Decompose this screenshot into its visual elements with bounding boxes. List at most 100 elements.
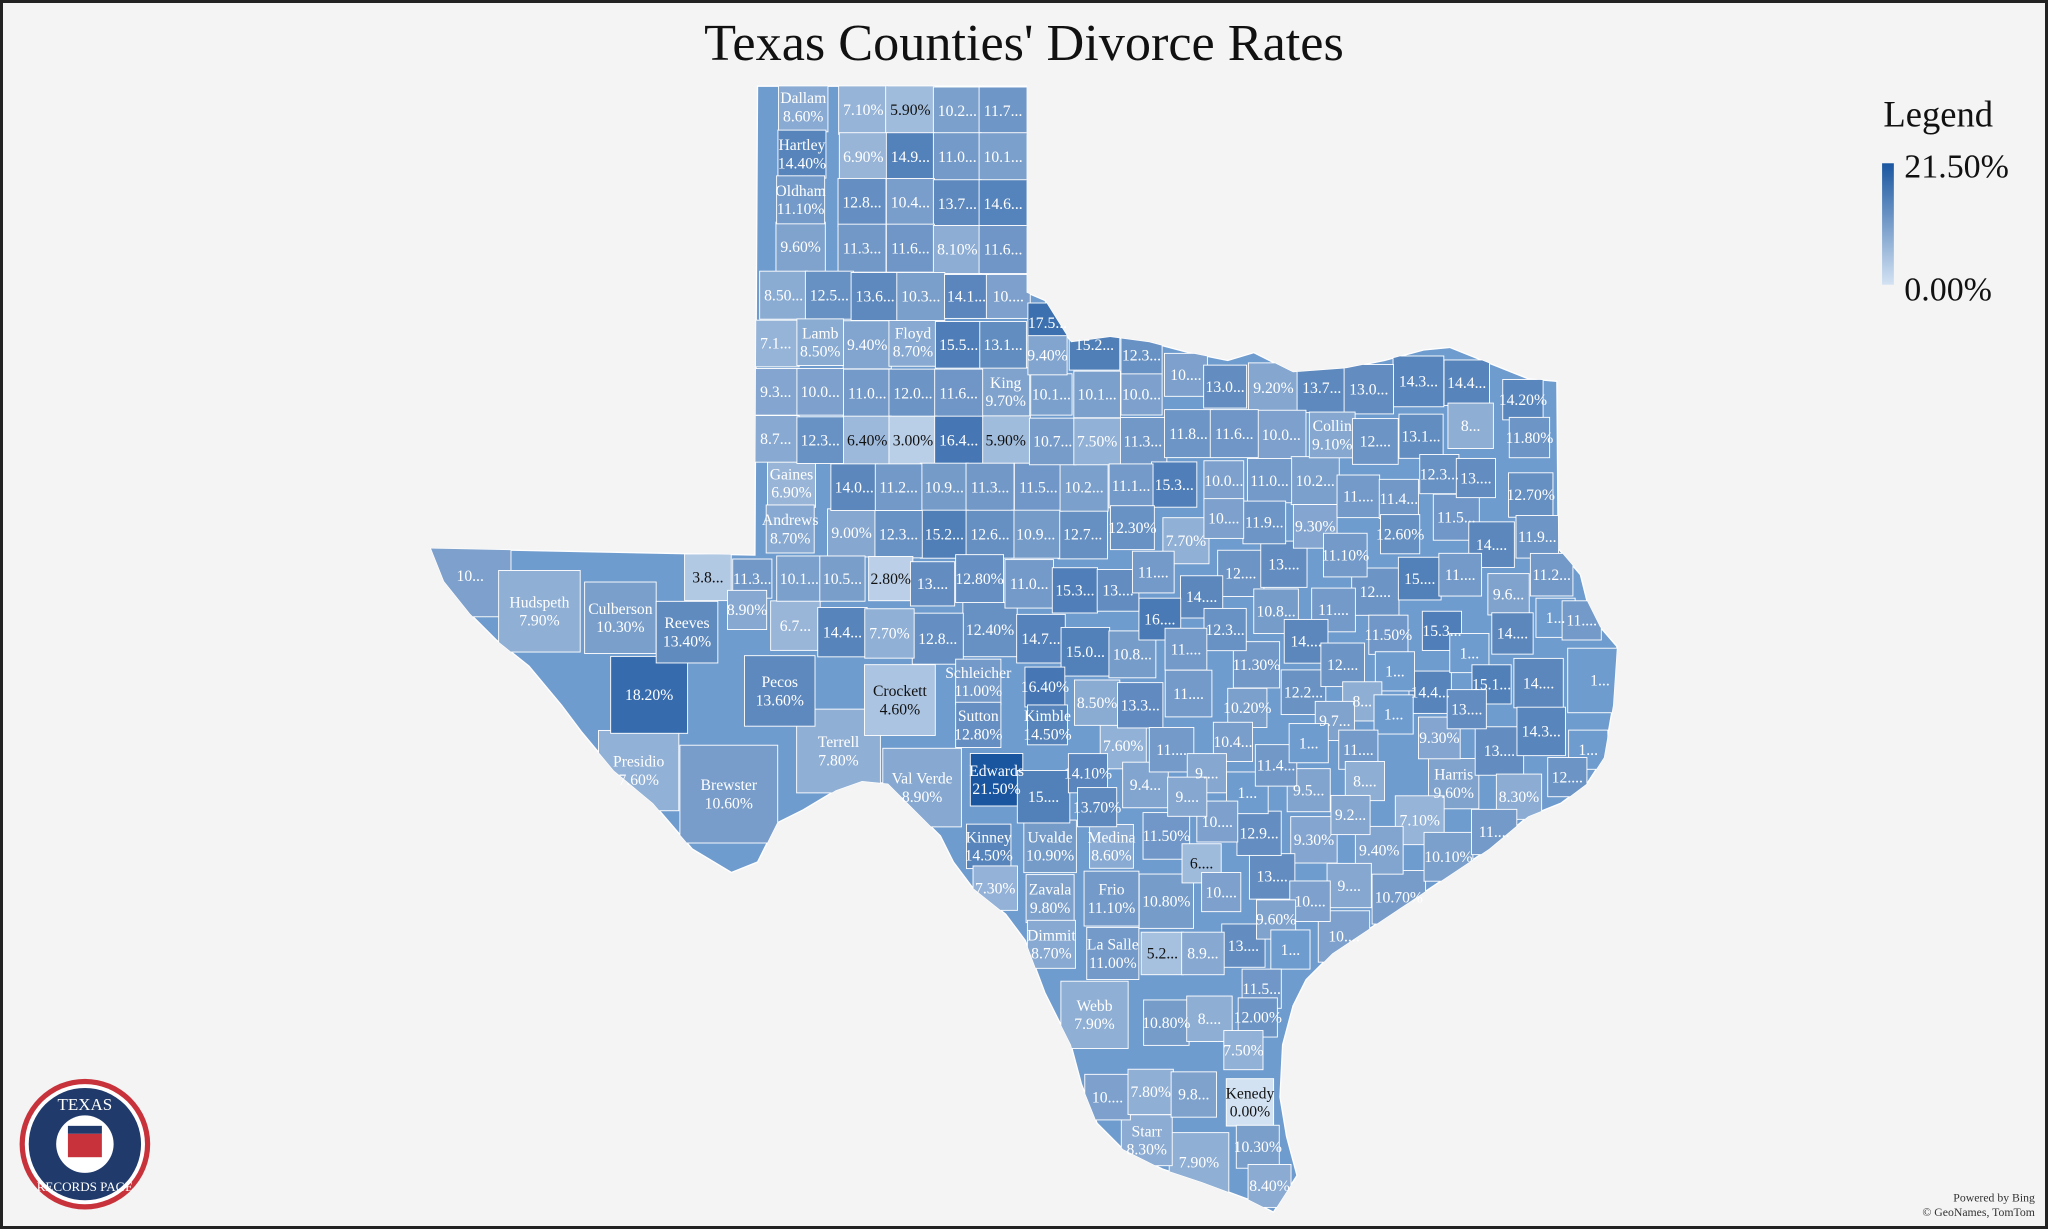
county-value: 10.1... xyxy=(1078,387,1117,404)
county xyxy=(1326,862,1372,909)
county-value: 11.10% xyxy=(1321,547,1369,564)
logo-shield xyxy=(67,1125,102,1134)
county xyxy=(679,744,779,844)
county xyxy=(819,555,866,602)
county-value: 9.20% xyxy=(1253,380,1293,397)
county xyxy=(909,561,956,607)
county-value: 9.... xyxy=(1195,765,1218,782)
county-value: 11.00% xyxy=(1089,955,1137,972)
county-value: 12.3... xyxy=(1206,622,1245,639)
county xyxy=(1060,980,1129,1049)
county-value: 21.50% xyxy=(972,781,1020,798)
county xyxy=(1203,460,1245,501)
county-value: 11.10% xyxy=(777,201,825,218)
county-name: Harris xyxy=(1434,767,1473,784)
county xyxy=(1378,478,1419,519)
county-name: Dallam xyxy=(780,90,826,107)
county-value: 8.50% xyxy=(800,344,840,361)
county-value: 1... xyxy=(1281,942,1301,959)
county xyxy=(1131,550,1175,594)
county-value: 10.0... xyxy=(1122,387,1161,404)
county-value: 11.6... xyxy=(984,242,1023,259)
county xyxy=(1515,515,1560,559)
county-name: Sutton xyxy=(958,708,999,725)
county-value: 9.40% xyxy=(1359,842,1399,859)
county-value: 11.7... xyxy=(984,103,1023,120)
county xyxy=(1164,409,1214,459)
county xyxy=(1419,454,1460,495)
county-value: 1... xyxy=(1384,707,1404,724)
county-value: 9.30% xyxy=(1295,519,1335,536)
county-value: 8.70% xyxy=(1031,946,1071,963)
county-value: 11.4... xyxy=(1257,758,1296,775)
county-value: 11.50% xyxy=(1143,828,1191,845)
county xyxy=(965,462,1015,512)
county xyxy=(1392,355,1445,408)
county-value: 6.40% xyxy=(847,432,887,449)
county-value: 16.40% xyxy=(1021,679,1069,696)
county-value: 11.0... xyxy=(848,385,887,402)
county xyxy=(1260,540,1308,588)
county-value: 8... xyxy=(1461,418,1481,435)
county-value: 1... xyxy=(1546,610,1566,627)
county-value: 11.... xyxy=(1445,567,1476,584)
county xyxy=(752,319,800,368)
county-value: 9.30% xyxy=(1294,832,1334,849)
county-name: Uvalde xyxy=(1027,829,1072,846)
county-value: 5.90% xyxy=(890,102,930,119)
county-value: 10.... xyxy=(1294,893,1325,910)
legend-gradient xyxy=(1882,163,1894,285)
county xyxy=(776,555,823,602)
county-value: 9.80% xyxy=(1030,900,1070,917)
county-name: Terrell xyxy=(818,734,860,751)
county xyxy=(1320,642,1365,688)
county xyxy=(1288,723,1329,764)
county-value: 14.4... xyxy=(1447,375,1486,392)
county-value: 14.4... xyxy=(823,624,862,641)
county-value: 11.5... xyxy=(1437,509,1476,526)
county-value: 10.1... xyxy=(1032,387,1071,404)
county-value: 12.... xyxy=(1552,769,1583,786)
county-name: Culberson xyxy=(588,601,653,618)
county xyxy=(1025,874,1075,924)
county-name: Kinney xyxy=(966,829,1012,846)
county-value: 11.00% xyxy=(954,683,1002,700)
county-value: 7.50% xyxy=(1223,1042,1263,1059)
county-name: Edwards xyxy=(969,763,1024,780)
county xyxy=(1491,612,1534,655)
county xyxy=(985,274,1031,319)
county-value: 9.40% xyxy=(1027,347,1067,364)
county xyxy=(934,368,984,418)
county-value: 14.3... xyxy=(1522,724,1561,741)
county-value: 8.70% xyxy=(770,530,810,547)
county xyxy=(1446,689,1487,730)
county-value: 10.9... xyxy=(925,479,964,496)
county-value: 6.7... xyxy=(780,618,811,635)
county-value: 10.2... xyxy=(1064,479,1103,496)
county-value: 5.2... xyxy=(1147,946,1178,963)
county-value: 14.3... xyxy=(1399,374,1438,391)
county-value: 11.4... xyxy=(1380,491,1419,508)
county xyxy=(1351,418,1399,465)
county-name: Webb xyxy=(1076,998,1112,1015)
county-value: 9.2... xyxy=(1335,807,1366,824)
county-value: 15.2... xyxy=(925,526,964,543)
county xyxy=(1323,532,1368,578)
county xyxy=(744,655,816,727)
county-value: 13.1... xyxy=(984,337,1023,354)
county xyxy=(837,177,887,227)
county-value: 10.90% xyxy=(1026,848,1074,865)
county xyxy=(1148,726,1195,773)
county-value: 14.... xyxy=(1523,675,1554,692)
county-value: 7.80% xyxy=(1130,1084,1170,1101)
county xyxy=(1073,417,1121,466)
county-value: 8.90% xyxy=(727,602,767,619)
county xyxy=(1474,726,1525,776)
county-value: 7.90% xyxy=(519,613,559,630)
county-value: 1... xyxy=(1460,645,1480,662)
county xyxy=(1344,760,1385,802)
county-value: 11.... xyxy=(1138,564,1169,581)
county-value: 18.20% xyxy=(625,687,673,704)
county-value: 12.6... xyxy=(970,526,1009,543)
